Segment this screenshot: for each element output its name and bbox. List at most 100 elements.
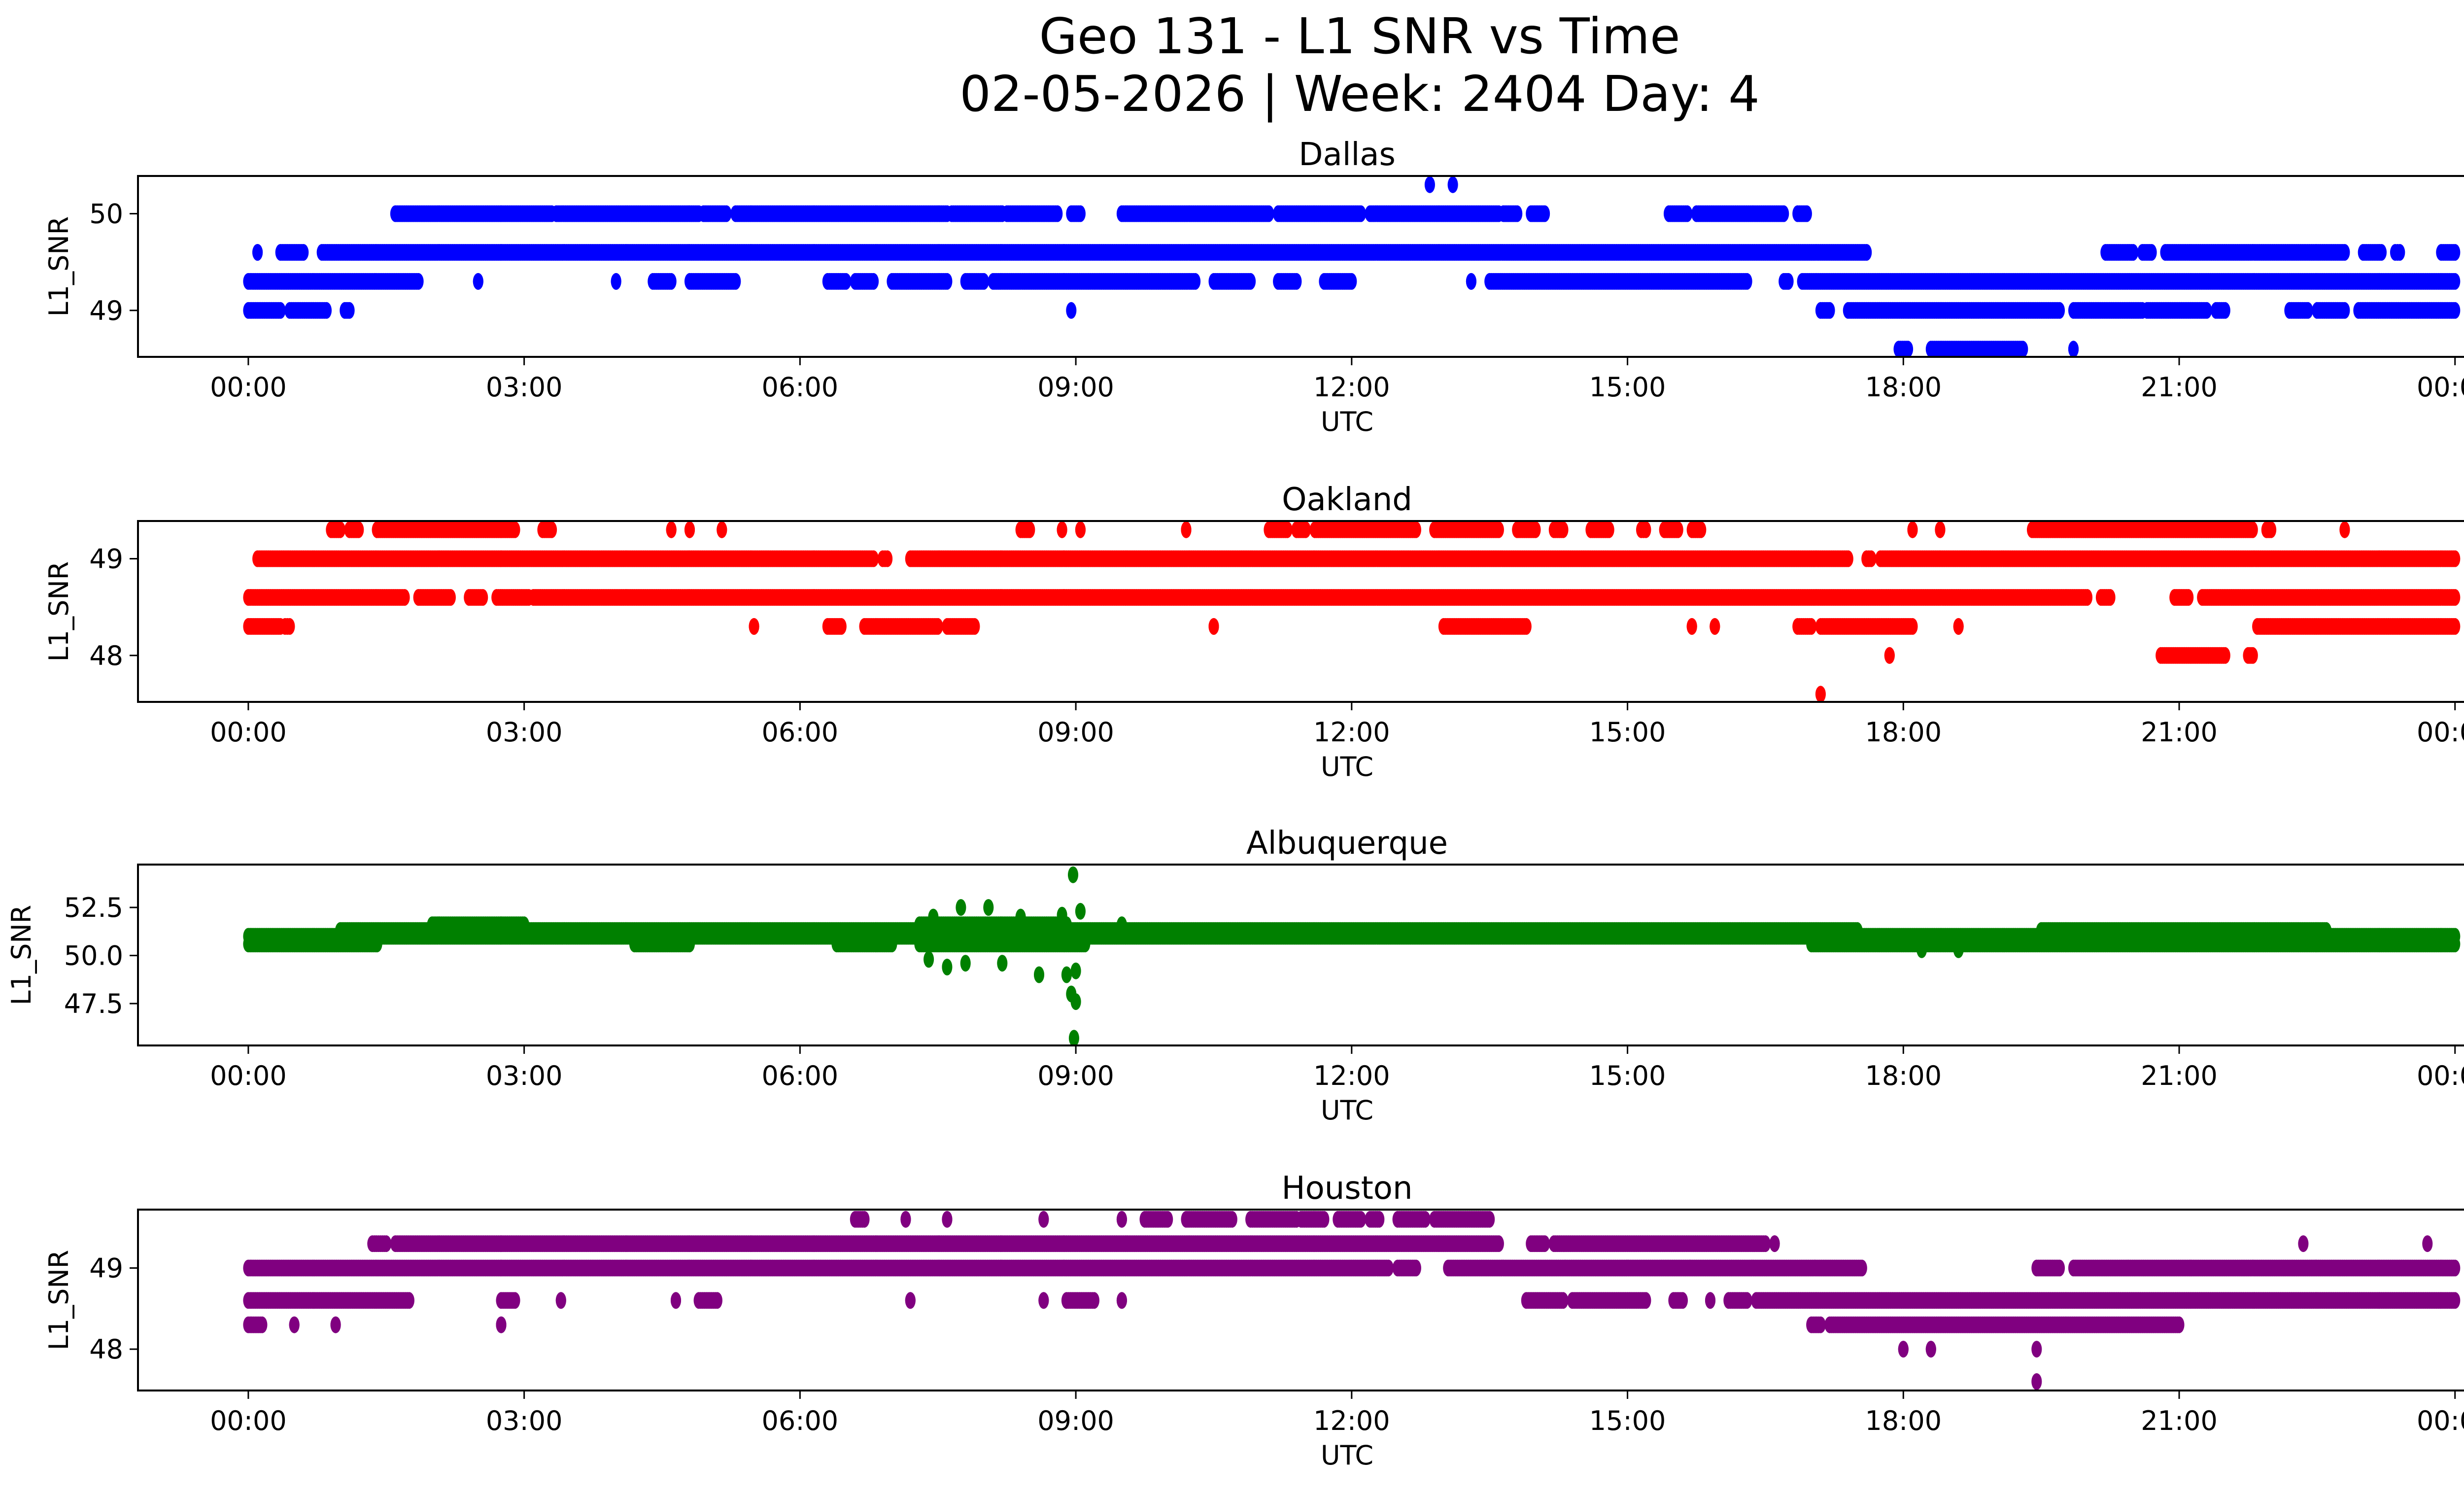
data-run (1208, 618, 1219, 635)
data-run (1797, 273, 2461, 290)
data-point (868, 550, 879, 567)
data-run (1498, 205, 1523, 222)
y-tick-label: 50 (89, 199, 123, 230)
x-tick-label: 06:00 (762, 372, 839, 403)
data-run (2436, 244, 2461, 261)
data-run (2100, 244, 2139, 261)
data-run (2197, 589, 2461, 606)
data-point (473, 273, 483, 290)
data-run (1365, 205, 1504, 222)
data-run (316, 244, 1872, 261)
x-tick-label: 00:00 (2417, 372, 2464, 403)
data-point (284, 618, 295, 635)
data-point (1066, 302, 1077, 319)
data-point (252, 244, 263, 261)
data-point (1190, 273, 1201, 290)
data-run (698, 205, 732, 222)
data-run (850, 273, 879, 290)
data-point (1779, 205, 1789, 222)
data-point (1682, 205, 1693, 222)
data-point (868, 273, 879, 290)
data-point (932, 618, 943, 635)
x-tick-label: 15:00 (1589, 372, 1666, 403)
data-run (551, 205, 704, 222)
data-run (2353, 302, 2461, 319)
data-run (252, 550, 879, 567)
data-run (1438, 618, 1532, 635)
data-run (887, 273, 953, 290)
data-point (445, 589, 456, 606)
data-point (2054, 302, 2065, 319)
data-run (822, 618, 847, 635)
data-point (2183, 589, 2194, 606)
data-run (749, 618, 759, 635)
data-point (1903, 341, 1914, 357)
y-axis-label: L1_SNR (43, 216, 74, 317)
data-point (1355, 205, 1367, 222)
data-run (279, 618, 295, 635)
data-point (478, 589, 488, 606)
data-run (1273, 205, 1367, 222)
data-run (1066, 205, 1086, 222)
data-run (1792, 618, 1817, 635)
data-point (1521, 618, 1532, 635)
data-run (611, 273, 621, 290)
data-run (1686, 618, 1697, 635)
data-run (340, 302, 355, 319)
data-point (2339, 302, 2350, 319)
data-point (1291, 273, 1302, 290)
data-run (1273, 273, 1302, 290)
data-point (969, 618, 980, 635)
data-run (905, 550, 1853, 567)
data-point (1466, 273, 1476, 290)
data-run (2358, 244, 2387, 261)
data-point (2450, 273, 2461, 290)
data-run (988, 273, 1201, 290)
data-run (1116, 205, 1274, 222)
data-point (1953, 618, 1964, 635)
data-point (1783, 273, 1794, 290)
data-point (721, 205, 732, 222)
data-run (2312, 302, 2350, 319)
data-point (1824, 302, 1835, 319)
data-point (2302, 302, 2313, 319)
data-point (1052, 205, 1063, 222)
data-run (1792, 205, 1812, 222)
subplot-title: Dallas (1299, 137, 1396, 173)
data-point (836, 618, 847, 635)
data-point (2068, 341, 2079, 357)
data-run (252, 244, 263, 261)
data-run (1843, 302, 2065, 319)
data-point (1806, 618, 1817, 635)
data-run (960, 273, 990, 290)
data-point (882, 550, 893, 567)
data-point (2201, 302, 2212, 319)
data-point (275, 302, 286, 319)
data-run (473, 273, 483, 290)
data-point (2220, 302, 2230, 319)
data-point (1245, 273, 1256, 290)
x-tick-label: 21:00 (2141, 372, 2218, 403)
data-run (2284, 302, 2313, 319)
data-run (2169, 589, 2194, 606)
data-run (1208, 273, 1256, 290)
data-run (1691, 205, 1789, 222)
data-run (275, 244, 309, 261)
data-point (1686, 618, 1697, 635)
x-tick-label: 00:00 (210, 372, 287, 403)
data-point (611, 273, 621, 290)
data-run (1815, 302, 1835, 319)
data-run (1893, 341, 1914, 357)
data-point (298, 244, 309, 261)
data-run (2068, 302, 2148, 319)
data-run (1484, 273, 1752, 290)
data-run (528, 589, 2093, 606)
data-run (243, 273, 424, 290)
data-point (2082, 589, 2093, 606)
data-point (666, 273, 677, 290)
data-point (730, 273, 741, 290)
data-run (1953, 618, 1964, 635)
data-point (1710, 618, 1720, 635)
data-point (2128, 244, 2139, 261)
